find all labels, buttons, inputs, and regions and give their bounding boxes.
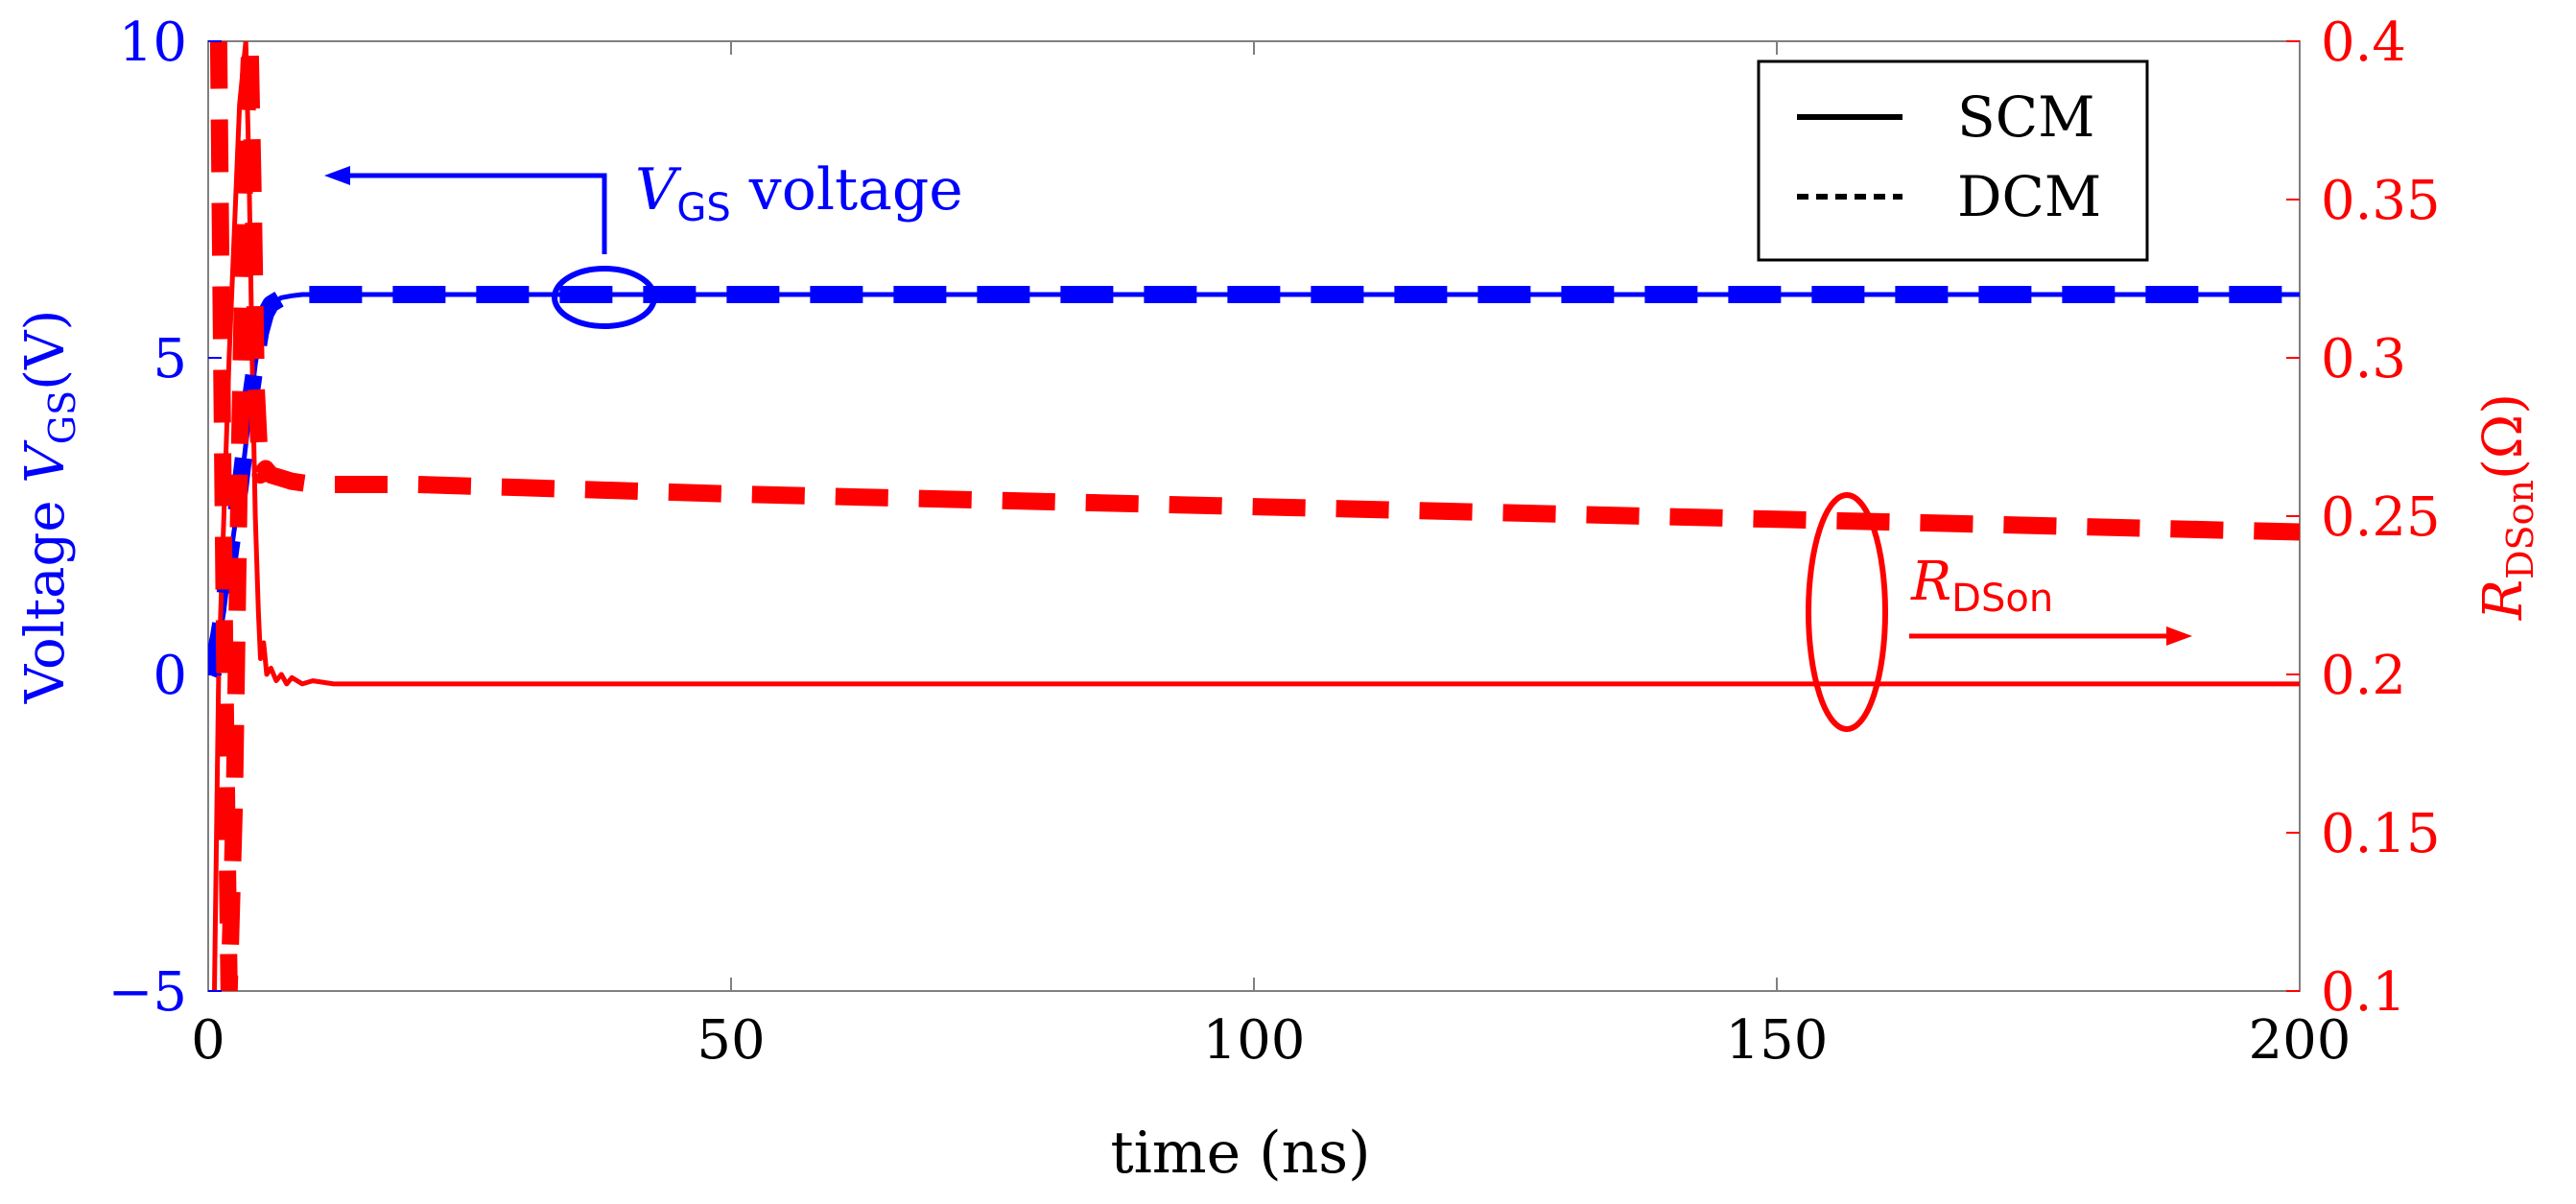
vgs-annotation-leader: [331, 173, 607, 254]
y-right-tick-label: 0.4: [2321, 12, 2406, 74]
y-left-tick-label: 10: [119, 12, 187, 74]
y-left-tick-label: −5: [107, 961, 187, 1024]
y-left-tick-label: 0: [153, 645, 187, 707]
vgs-annotation-label: VGS voltage: [635, 156, 963, 230]
y-right-title-subscript: DSon: [2499, 480, 2541, 579]
rdson-annotation-arrowhead: [2166, 626, 2192, 646]
x-tick-label: 200: [2249, 1009, 2351, 1072]
y-right-tick-label: 0.15: [2321, 803, 2441, 865]
vgs-annotation: VGS voltage: [324, 156, 963, 329]
y-right-tick-label: 0.3: [2321, 328, 2406, 390]
y-left-tick-label: 5: [153, 328, 187, 390]
vgs-annotation-ellipse: [552, 266, 657, 329]
rdson-annotation-symbol: R: [1910, 551, 1951, 613]
y-right-title-symbol: R: [2472, 579, 2535, 621]
vgs-annotation-text: voltage: [731, 156, 963, 224]
y-right-tick-label: 0.35: [2321, 170, 2441, 232]
y-left-title-symbol: V: [14, 439, 77, 484]
y-right-tick-label: 0.2: [2321, 645, 2406, 707]
legend-dcm-label: DCM: [1957, 164, 2101, 229]
vgs-annotation-symbol: V: [635, 156, 682, 224]
y-right-title-suffix: (Ω): [2472, 393, 2535, 480]
rdson-annotation: RDSon: [1806, 492, 2192, 732]
y-axis-right-title: RDSon(Ω): [2472, 393, 2541, 621]
legend-box: [1757, 59, 2149, 262]
y-right-tick-label: 0.25: [2321, 486, 2441, 549]
y-axis-left-title: Voltage VGS(V): [14, 310, 83, 705]
y-left-title-suffix: (V): [14, 310, 77, 390]
y-left-title-subscript: GS: [41, 390, 83, 444]
x-tick-label: 150: [1726, 1009, 1829, 1072]
y-left-title-prefix: Voltage: [14, 484, 77, 705]
vgs-annotation-subscript: GS: [676, 186, 730, 230]
rdson-annotation-ellipse: [1806, 492, 1888, 732]
rdson-annotation-subscript: DSon: [1951, 577, 2053, 621]
x-tick-label: 100: [1203, 1009, 1306, 1072]
x-axis-title: time (ns): [1110, 1120, 1370, 1187]
rdson-annotation-label: RDSon: [1910, 551, 2053, 621]
x-tick-label: 50: [697, 1009, 765, 1072]
series-group: [208, 41, 2300, 991]
vgs-annotation-arrowhead: [324, 166, 350, 185]
y-right-tick-label: 0.1: [2321, 961, 2406, 1024]
x-tick-label: 0: [191, 1009, 225, 1072]
legend: SCM DCM: [1757, 59, 2149, 262]
series-line-rdson-dcm: [209, 41, 2300, 991]
legend-scm-label: SCM: [1957, 84, 2095, 150]
